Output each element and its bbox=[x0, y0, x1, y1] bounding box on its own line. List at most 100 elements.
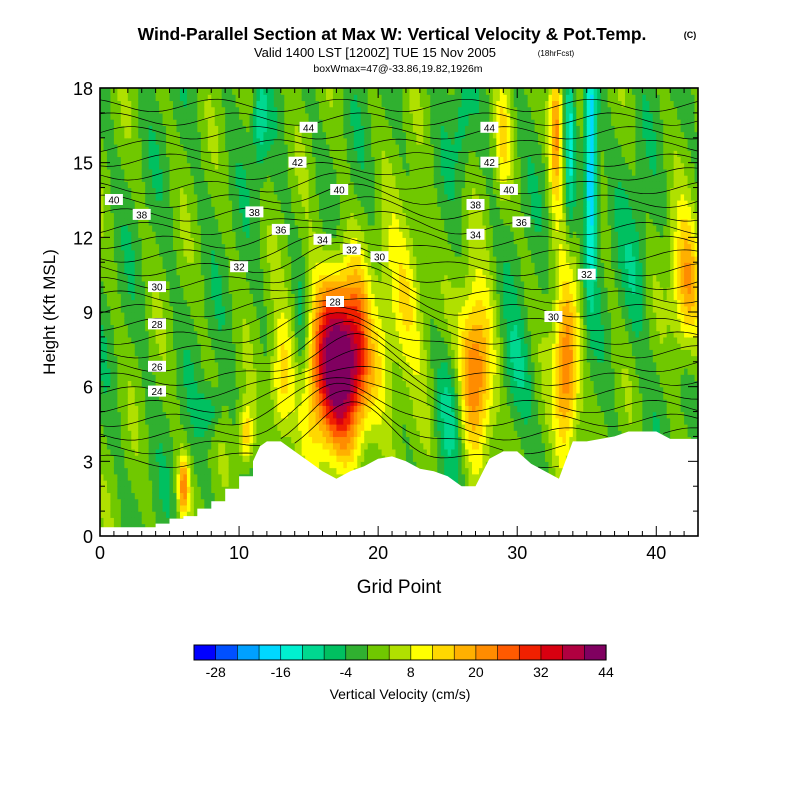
w-cell bbox=[232, 100, 237, 108]
w-cell bbox=[179, 187, 185, 195]
w-cell bbox=[211, 374, 216, 382]
w-cell bbox=[280, 293, 285, 301]
w-cell bbox=[332, 100, 338, 108]
w-cell bbox=[204, 280, 209, 288]
w-cell bbox=[336, 243, 341, 251]
w-cell bbox=[284, 187, 289, 195]
w-cell bbox=[228, 88, 233, 95]
w-cell bbox=[155, 517, 160, 525]
w-cell bbox=[322, 119, 327, 126]
w-cell bbox=[197, 287, 202, 294]
w-cell bbox=[193, 256, 198, 263]
w-cell bbox=[193, 88, 198, 95]
w-cell bbox=[145, 299, 150, 307]
w-cell bbox=[270, 430, 275, 438]
w-cell bbox=[207, 262, 212, 270]
w-cell bbox=[308, 131, 313, 139]
w-cell bbox=[246, 256, 251, 263]
w-cell bbox=[225, 305, 230, 313]
w-cell bbox=[166, 312, 171, 319]
w-cell bbox=[284, 312, 289, 319]
w-cell bbox=[280, 237, 285, 245]
w-cell bbox=[207, 442, 212, 450]
w-cell bbox=[263, 318, 268, 326]
w-cell bbox=[193, 125, 198, 133]
w-cell bbox=[263, 330, 268, 338]
w-cell bbox=[155, 231, 160, 238]
w-cell bbox=[322, 137, 327, 145]
w-cell bbox=[256, 131, 261, 139]
w-cell bbox=[106, 417, 112, 425]
w-cell bbox=[148, 206, 153, 214]
w-cell bbox=[197, 324, 202, 332]
w-cell bbox=[134, 461, 139, 469]
w-cell bbox=[246, 374, 251, 382]
w-cell bbox=[120, 417, 125, 425]
w-cell bbox=[190, 361, 195, 369]
w-cell bbox=[291, 280, 296, 288]
w-cell bbox=[179, 200, 185, 207]
w-cell bbox=[204, 486, 209, 494]
w-cell bbox=[155, 262, 160, 270]
w-cell bbox=[173, 492, 178, 500]
w-cell bbox=[263, 144, 268, 151]
w-cell bbox=[197, 442, 202, 450]
w-cell bbox=[228, 200, 233, 207]
w-cell bbox=[124, 324, 129, 332]
w-cell bbox=[190, 94, 195, 102]
w-cell bbox=[305, 455, 310, 462]
w-cell bbox=[155, 455, 160, 462]
w-cell bbox=[106, 175, 112, 182]
w-cell bbox=[183, 212, 188, 220]
w-cell bbox=[117, 336, 122, 344]
w-cell bbox=[336, 125, 341, 133]
w-cell bbox=[228, 355, 233, 363]
w-cell bbox=[266, 374, 271, 382]
w-cell bbox=[270, 349, 275, 357]
w-cell bbox=[145, 380, 150, 388]
w-cell bbox=[173, 374, 178, 382]
w-cell bbox=[100, 405, 105, 413]
w-cell bbox=[232, 448, 237, 456]
w-cell bbox=[266, 299, 271, 307]
w-cell bbox=[176, 100, 181, 108]
w-cell bbox=[252, 411, 258, 419]
w-cell bbox=[159, 175, 164, 182]
w-cell bbox=[110, 436, 115, 444]
w-cell bbox=[173, 336, 178, 344]
w-cell bbox=[221, 318, 226, 326]
w-cell bbox=[322, 125, 327, 133]
w-cell bbox=[166, 224, 171, 232]
w-cell bbox=[246, 430, 251, 438]
w-cell bbox=[315, 343, 320, 350]
w-cell bbox=[207, 268, 212, 276]
w-cell bbox=[298, 200, 303, 207]
w-cell bbox=[305, 106, 310, 114]
w-cell bbox=[252, 144, 258, 151]
w-cell bbox=[249, 119, 254, 126]
w-cell bbox=[232, 280, 237, 288]
w-cell bbox=[173, 206, 178, 214]
w-cell bbox=[131, 181, 136, 189]
w-cell bbox=[193, 287, 198, 294]
w-cell bbox=[252, 156, 258, 164]
w-cell bbox=[214, 424, 219, 431]
w-cell bbox=[319, 343, 324, 350]
w-cell bbox=[266, 144, 271, 151]
w-cell bbox=[148, 523, 153, 531]
w-cell bbox=[190, 249, 195, 257]
w-cell bbox=[239, 349, 244, 357]
w-cell bbox=[211, 318, 216, 326]
w-cell bbox=[176, 193, 181, 201]
w-cell bbox=[259, 231, 265, 238]
w-cell bbox=[155, 88, 160, 95]
w-cell bbox=[291, 193, 296, 201]
w-cell bbox=[225, 168, 230, 176]
w-cell bbox=[263, 231, 268, 238]
w-cell bbox=[186, 486, 191, 494]
w-cell bbox=[197, 237, 202, 245]
w-cell bbox=[239, 361, 244, 369]
w-cell bbox=[103, 187, 108, 195]
w-cell bbox=[301, 448, 306, 456]
w-cell bbox=[252, 368, 258, 375]
